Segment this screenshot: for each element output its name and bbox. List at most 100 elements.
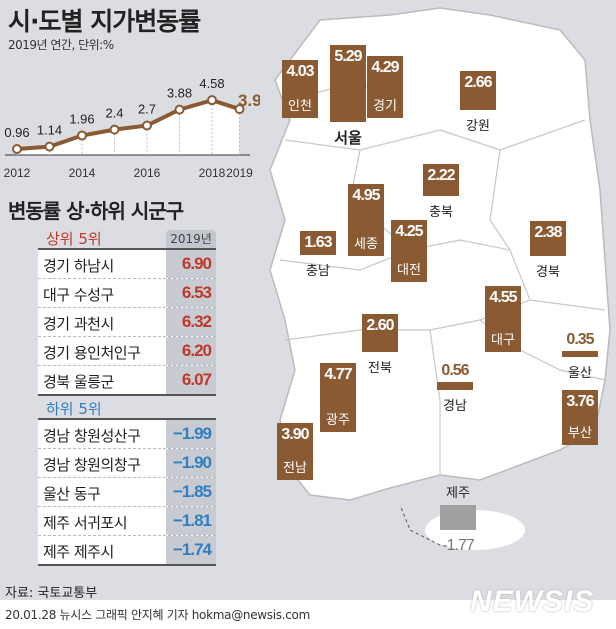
x-tick-label: 2019	[226, 166, 253, 180]
data-label: 3.92	[238, 91, 260, 110]
bar-7: 1.63	[300, 231, 336, 255]
data-label: 2.7	[138, 102, 156, 117]
bar-2: 4.29 경기	[367, 55, 403, 118]
bar-value: 4.55	[489, 289, 517, 307]
bar-value: 5.29	[334, 48, 362, 66]
table-row: 경기 하남시 6.90	[38, 250, 216, 279]
data-point	[234, 104, 245, 115]
credit-text: 20.01.28 뉴시스 그래픽 안지혜 기자 hokma@newsis.com	[5, 608, 310, 622]
bar-value: 2.66	[464, 74, 492, 92]
change-rate: 6.07	[166, 366, 216, 394]
data-point	[109, 124, 120, 135]
table-row: 경남 창원성산구 −1.99	[38, 420, 216, 449]
region-label: 광주	[326, 411, 350, 427]
change-rate: 6.90	[166, 250, 216, 278]
bar-value: 2.38	[534, 224, 562, 242]
region-label: 경남	[443, 399, 467, 414]
bar-5: 4.95 세종	[348, 184, 384, 256]
region-label: 충남	[306, 264, 330, 279]
bar-1: 5.29	[330, 45, 366, 122]
change-rate: −1.74	[166, 536, 216, 564]
bar-13	[562, 351, 598, 357]
data-point	[207, 95, 217, 106]
region-label: 울산	[568, 366, 592, 381]
change-rate: 6.20	[166, 337, 216, 365]
bar-value: 4.25	[395, 223, 423, 241]
bar-value: 4.29	[371, 58, 399, 76]
table-row: 경기 용인처인구 6.20	[38, 337, 216, 366]
region-label: 대전	[397, 262, 421, 277]
data-label: 1.14	[37, 123, 62, 138]
x-tick-label: 2014	[69, 166, 96, 180]
region-label: 서울	[334, 129, 362, 147]
bar-value: 2.22	[427, 166, 455, 184]
change-rate: 6.32	[166, 308, 216, 336]
district-name: 경기 하남시	[43, 257, 114, 275]
bar-value: 3.76	[566, 393, 594, 411]
bar-value: 4.77	[324, 365, 352, 383]
change-rate: −1.81	[166, 507, 216, 535]
bar-value: 2.60	[366, 317, 394, 335]
page-title: 시·도별 지가변동률	[8, 7, 201, 36]
x-tick-label: 2018	[199, 166, 226, 180]
table-row: 대구 수성구 6.53	[38, 279, 216, 308]
data-point	[174, 104, 185, 115]
bar-15: 3.90 전남	[277, 423, 313, 480]
region-label: 경북	[536, 265, 560, 280]
table-row: 경기 과천시 6.32	[38, 308, 216, 337]
data-label: 4.58	[199, 76, 224, 91]
data-label: 1.96	[69, 112, 94, 127]
district-name: 경남 창원성산구	[43, 427, 141, 445]
year-header: 2019년	[166, 230, 216, 248]
region-label: 인천	[288, 97, 312, 113]
top5-label: 상위 5위	[46, 230, 102, 248]
table-row: 경남 창원의창구 −1.90	[38, 449, 216, 478]
bar-9: 4.55 대구	[485, 286, 521, 352]
data-label: 0.96	[4, 125, 29, 140]
bar-value: 4.03	[286, 62, 314, 80]
district-name: 대구 수성구	[43, 286, 114, 304]
x-tick-label: 2016	[134, 166, 161, 180]
subtitle: 2019년 연간, 단위:%	[8, 38, 114, 52]
footer-bar	[0, 600, 616, 629]
bar-0: 4.03 인천	[282, 59, 318, 118]
bar-12	[437, 381, 473, 390]
bar-14: 3.76 부산	[562, 390, 598, 445]
region-label: 전북	[368, 361, 392, 376]
bar-jeju	[440, 505, 476, 530]
district-name: 울산 동구	[43, 485, 101, 503]
x-tick-label: 2012	[4, 166, 31, 180]
district-name: 경남 창원의창구	[43, 456, 141, 474]
region-label: 세종	[354, 235, 378, 251]
change-rate: −1.90	[166, 449, 216, 477]
district-name: 경기 용인처인구	[43, 344, 141, 362]
source-text: 자료: 국토교통부	[5, 586, 98, 601]
change-rate: −1.85	[166, 478, 216, 506]
region-label: 대구	[491, 331, 515, 347]
bar-8: 2.38	[530, 221, 566, 256]
region-label: 경기	[373, 97, 397, 113]
data-label: 3.88	[167, 86, 192, 101]
bar-value: -1.77	[442, 537, 474, 554]
region-label: 부산	[568, 424, 592, 440]
change-rate: −1.99	[166, 420, 216, 448]
bottom5-label: 하위 5위	[46, 400, 102, 418]
bar-11: 4.77 광주	[320, 362, 356, 432]
newsis-logo: NEWSIS	[470, 585, 595, 618]
bar-value: 0.35	[566, 331, 594, 348]
district-name: 경기 과천시	[43, 315, 114, 333]
table-row: 제주 서귀포시 −1.81	[38, 507, 216, 536]
series-line	[16, 98, 241, 152]
bar-4: 2.22	[423, 163, 459, 196]
bar-value: 1.63	[304, 234, 332, 252]
line-chart: 0.96 1.14 1.96 2.4 2.7 3.88 4.58 3.92 2012 2014 20…	[4, 76, 260, 180]
data-point	[77, 130, 87, 141]
district-name: 경북 울릉군	[43, 373, 114, 391]
district-name: 제주 서귀포시	[43, 514, 128, 532]
bar-10: 2.60	[362, 314, 398, 352]
region-label: 전남	[283, 459, 307, 475]
data-label: 2.4	[105, 106, 123, 121]
bottom5-table: 하위 5위 경남 창원성산구 −1.99 경남 창원의창구 −1.90 울산 동구 −1.…	[38, 398, 216, 566]
table-row: 경북 울릉군 6.07	[38, 366, 216, 394]
